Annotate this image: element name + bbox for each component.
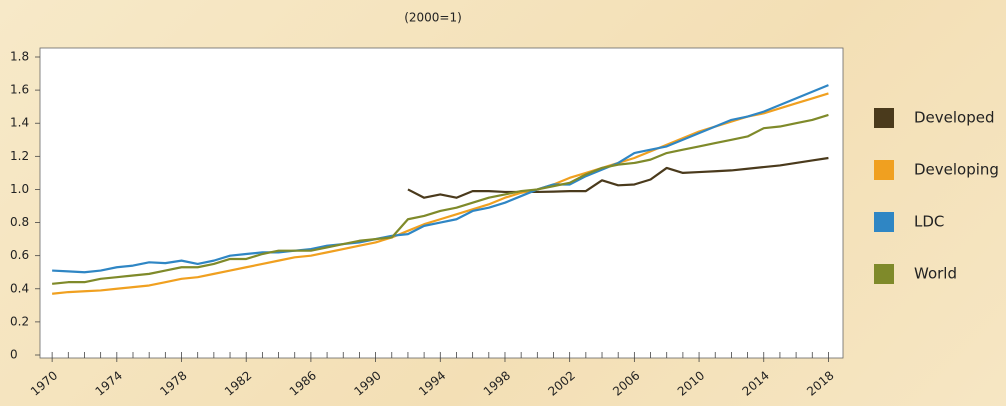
series-line bbox=[52, 84, 829, 274]
legend-label: Developing bbox=[914, 161, 999, 179]
plot-area bbox=[39, 47, 844, 359]
y-tick-label: 1.2 bbox=[10, 149, 29, 163]
y-tick-label: 1.4 bbox=[10, 116, 29, 130]
x-tick-label: 1970 bbox=[28, 368, 60, 398]
x-tick-label: 2010 bbox=[675, 368, 707, 398]
x-tick-label: 1974 bbox=[93, 368, 125, 398]
series-line bbox=[407, 156, 829, 199]
y-tick-label: 0.4 bbox=[10, 281, 29, 295]
x-tick-label: 1986 bbox=[287, 368, 319, 398]
x-tick-label: 2018 bbox=[804, 368, 836, 398]
x-tick-label: 1990 bbox=[351, 368, 383, 398]
chart-title: (2000=1) bbox=[404, 11, 462, 25]
x-tick-label: 2006 bbox=[610, 368, 642, 398]
legend-swatch bbox=[874, 264, 894, 284]
y-tick-label: 1.8 bbox=[10, 50, 29, 64]
y-tick-label: 0.6 bbox=[10, 248, 29, 262]
series-line bbox=[52, 92, 829, 295]
y-tick-label: 1.6 bbox=[10, 83, 29, 97]
x-tick-label: 2002 bbox=[545, 368, 577, 398]
y-tick-label: 0 bbox=[10, 348, 18, 362]
y-tick-label: 0.2 bbox=[10, 314, 29, 328]
x-tick-label: 2014 bbox=[740, 368, 772, 398]
x-tick-label: 1982 bbox=[222, 368, 254, 398]
y-tick-label: 0.8 bbox=[10, 215, 29, 229]
x-tick-label: 1994 bbox=[416, 368, 448, 398]
series-line bbox=[52, 113, 829, 285]
legend-label: Developed bbox=[914, 109, 995, 127]
x-tick-label: 1978 bbox=[157, 368, 189, 398]
legend-swatch bbox=[874, 160, 894, 180]
y-tick-label: 1.0 bbox=[10, 182, 29, 196]
legend-swatch bbox=[874, 212, 894, 232]
legend-swatch bbox=[874, 108, 894, 128]
x-tick-label: 1998 bbox=[481, 368, 513, 398]
legend-label: World bbox=[914, 265, 957, 283]
legend-label: LDC bbox=[914, 213, 944, 231]
